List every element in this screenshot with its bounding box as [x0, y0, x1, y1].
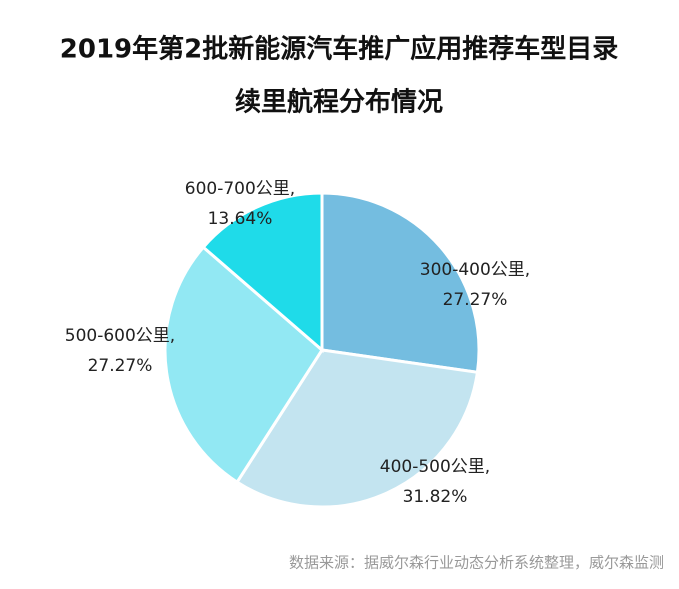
- slice-label: 300-400公里,: [420, 260, 530, 280]
- source-note: 数据来源：据威尔森行业动态分析系统整理，威尔森监测: [289, 554, 664, 572]
- pie-slice: [201, 191, 324, 354]
- value-label: 31.82%: [403, 487, 468, 507]
- value-label: 27.27%: [88, 356, 153, 376]
- slice-label: 500-600公里,: [65, 326, 175, 346]
- pie-slice: [163, 245, 324, 485]
- pie-slice: [320, 191, 481, 375]
- value-label: 27.27%: [443, 290, 508, 310]
- slice-label: 600-700公里,: [185, 179, 295, 199]
- slice-label: 400-500公里,: [380, 457, 490, 477]
- chart-subtitle: 续里航程分布情况: [235, 87, 443, 118]
- value-label: 13.64%: [208, 209, 273, 229]
- chart-title: 2019年第2批新能源汽车推广应用推荐车型目录: [60, 34, 618, 65]
